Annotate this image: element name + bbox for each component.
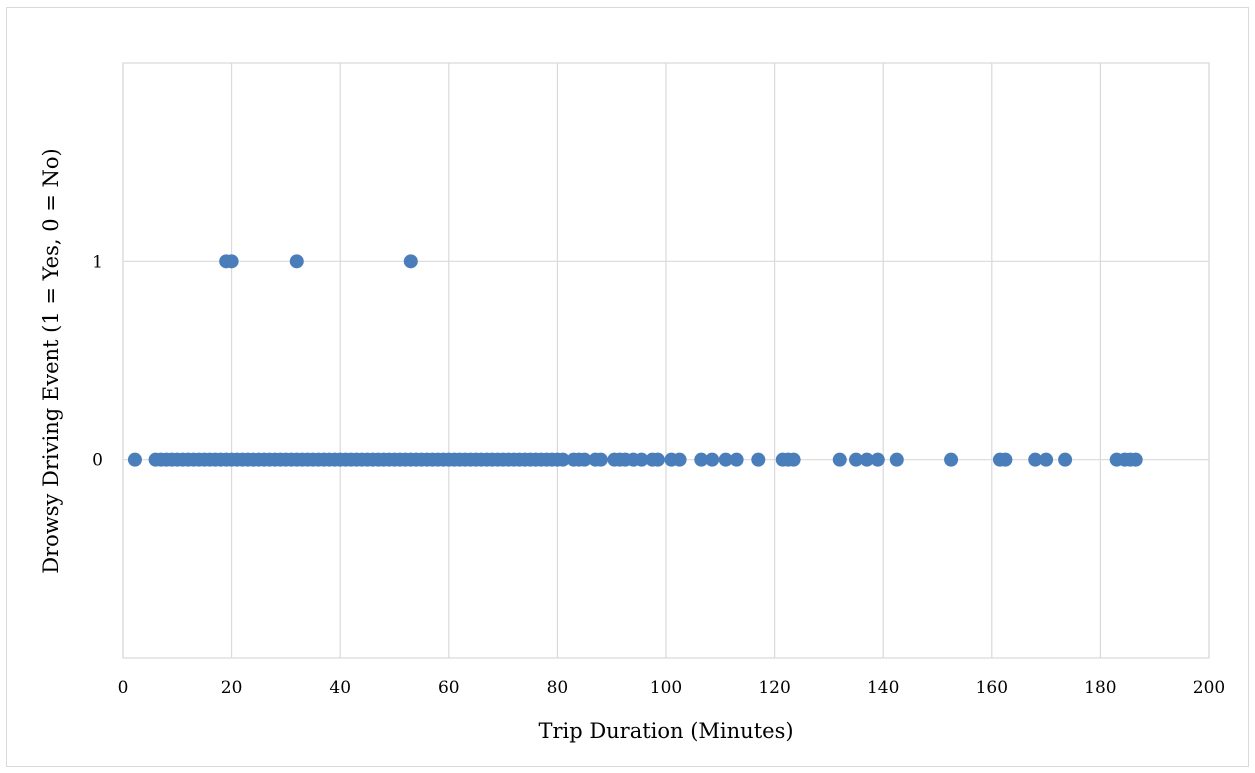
chart-frame <box>6 7 1249 767</box>
data-point <box>751 452 766 467</box>
y-tick-label: 1 <box>92 252 103 272</box>
x-tick-label: 20 <box>221 678 243 698</box>
x-tick-label: 200 <box>1193 678 1225 698</box>
x-tick-label: 120 <box>758 678 790 698</box>
data-point <box>729 452 744 467</box>
x-tick-label: 60 <box>438 678 460 698</box>
data-point <box>718 452 733 467</box>
x-tick-label: 160 <box>976 678 1008 698</box>
data-point <box>555 452 570 467</box>
y-tick-label: 0 <box>92 451 103 471</box>
x-tick-label: 40 <box>329 678 351 698</box>
plot-area-border <box>122 62 1210 659</box>
x-tick-label: 0 <box>118 678 129 698</box>
data-point <box>694 452 709 467</box>
data-point <box>998 452 1013 467</box>
data-point <box>870 452 885 467</box>
data-point <box>650 452 665 467</box>
x-tick-labels: 0 20 40 60 80 100 120 140 160 180 200 <box>118 678 1226 698</box>
data-point <box>224 254 239 269</box>
y-axis-title: Drowsy Driving Event (1 = Yes, 0 = No) <box>39 148 63 574</box>
x-tick-label: 140 <box>867 678 899 698</box>
data-point <box>705 452 720 467</box>
data-point <box>786 452 801 467</box>
data-point <box>944 452 959 467</box>
x-tick-label: 100 <box>650 678 682 698</box>
data-point <box>593 452 608 467</box>
data-points <box>127 254 1143 467</box>
x-axis-title: Trip Duration (Minutes) <box>538 719 793 743</box>
data-point <box>672 452 687 467</box>
x-tick-label: 80 <box>547 678 569 698</box>
data-point <box>889 452 904 467</box>
data-point <box>832 452 847 467</box>
x-tick-label: 180 <box>1084 678 1116 698</box>
grid <box>122 62 1210 659</box>
data-point <box>849 452 864 467</box>
data-point <box>859 452 874 467</box>
data-point <box>1039 452 1054 467</box>
data-point <box>577 452 592 467</box>
data-point <box>127 452 142 467</box>
data-point <box>634 452 649 467</box>
data-point <box>1128 452 1143 467</box>
data-point <box>289 254 304 269</box>
data-point <box>403 254 418 269</box>
data-point <box>1028 452 1043 467</box>
data-point <box>1058 452 1073 467</box>
y-tick-labels: 01 <box>92 252 103 470</box>
